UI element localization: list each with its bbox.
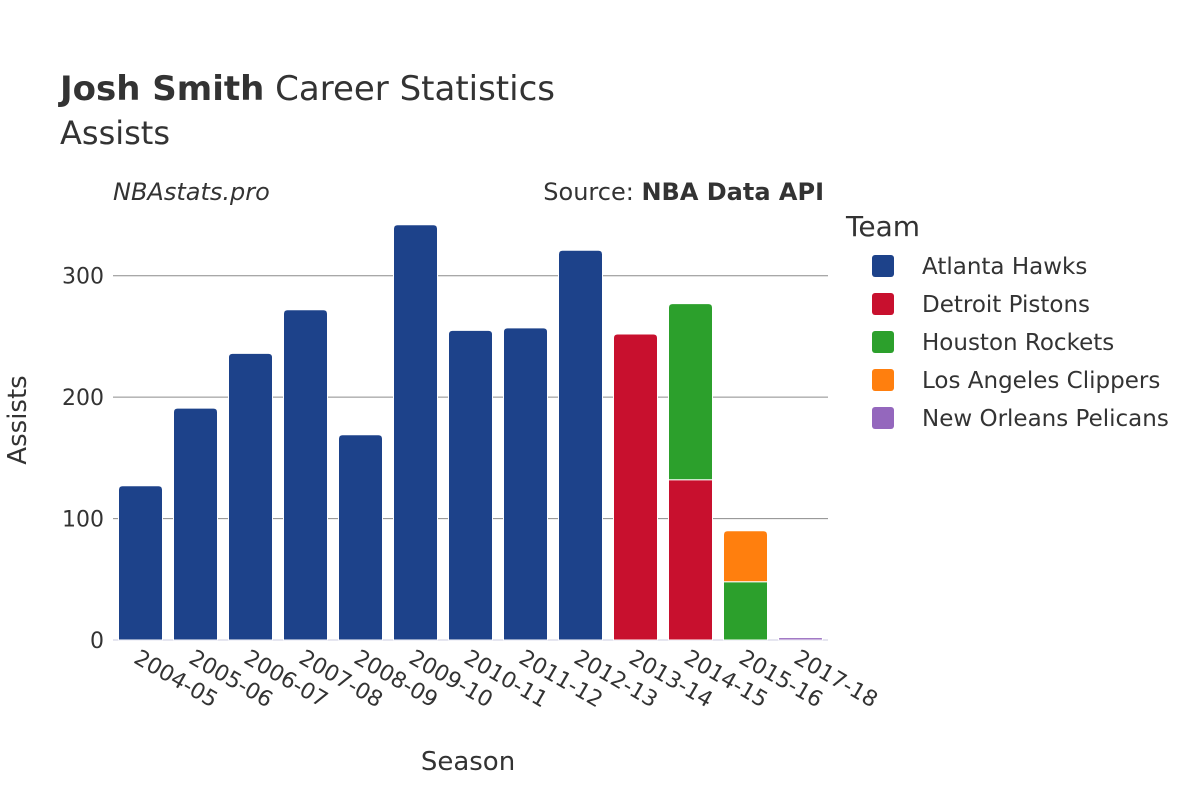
y-tick-labels: 0 100 200 300 [62, 265, 104, 654]
bar-atlanta-hawks-2007-08[interactable] [283, 309, 328, 641]
legend: Team Atlanta Hawks Detroit Pistons Houston… [845, 210, 1169, 432]
source-prefix: Source: [543, 178, 641, 206]
legend-item[interactable]: Detroit Pistons [872, 292, 1090, 318]
bar-detroit-pistons-2013-14[interactable] [613, 333, 658, 641]
bar-atlanta-hawks-2008-09[interactable] [338, 434, 383, 641]
y-axis-title: Assists [3, 375, 33, 464]
bars [118, 224, 823, 641]
bar-atlanta-hawks-2005-06[interactable] [173, 407, 218, 641]
y-tick-label: 200 [62, 386, 104, 411]
legend-item[interactable]: New Orleans Pelicans [872, 406, 1169, 432]
bar-atlanta-hawks-2011-12[interactable] [503, 327, 548, 641]
bar-new-orleans-pelicans-2017-18[interactable] [778, 637, 823, 641]
legend-item[interactable]: Atlanta Hawks [872, 254, 1087, 280]
x-tick-labels: 2004-052005-062006-072007-082008-092009-… [130, 646, 882, 714]
title-player-name: Josh Smith [58, 69, 264, 109]
legend-title: Team [845, 210, 920, 243]
chart-subtitle: Assists [60, 114, 170, 152]
legend-swatch [872, 369, 894, 391]
y-tick-label: 100 [62, 508, 104, 533]
legend-label: New Orleans Pelicans [922, 406, 1169, 432]
legend-swatch [872, 255, 894, 277]
bar-atlanta-hawks-2012-13[interactable] [558, 249, 603, 641]
legend-swatch [872, 293, 894, 315]
x-axis-title: Season [421, 747, 515, 777]
bar-atlanta-hawks-2006-07[interactable] [228, 352, 273, 641]
legend-swatch [872, 331, 894, 353]
legend-item[interactable]: Los Angeles Clippers [872, 368, 1160, 394]
y-tick-label: 300 [62, 265, 104, 290]
svg-text:Josh Smith Career Statistics: Josh Smith Career Statistics [58, 69, 555, 109]
legend-item[interactable]: Houston Rockets [872, 330, 1114, 356]
bar-atlanta-hawks-2009-10[interactable] [393, 224, 438, 641]
y-tick-label: 0 [90, 629, 104, 654]
legend-swatch [872, 407, 894, 429]
bar-houston-rockets-2014-15[interactable] [668, 303, 713, 481]
source-name: NBA Data API [641, 178, 824, 206]
watermark: NBAstats.pro [113, 178, 270, 206]
title-rest: Career Statistics [264, 69, 555, 109]
legend-label: Los Angeles Clippers [922, 368, 1160, 394]
bar-los-angeles-clippers-2015-16[interactable] [723, 530, 768, 583]
legend-label: Detroit Pistons [922, 292, 1090, 318]
chart-title: Josh Smith Career Statistics Assists [58, 69, 555, 152]
bar-houston-rockets-2015-16[interactable] [723, 581, 768, 641]
bar-detroit-pistons-2014-15[interactable] [668, 479, 713, 641]
legend-label: Atlanta Hawks [922, 254, 1087, 280]
bar-atlanta-hawks-2010-11[interactable] [448, 329, 493, 641]
bar-atlanta-hawks-2004-05[interactable] [118, 485, 163, 641]
legend-label: Houston Rockets [922, 330, 1114, 356]
source-credit: Source: NBA Data API [543, 178, 824, 206]
